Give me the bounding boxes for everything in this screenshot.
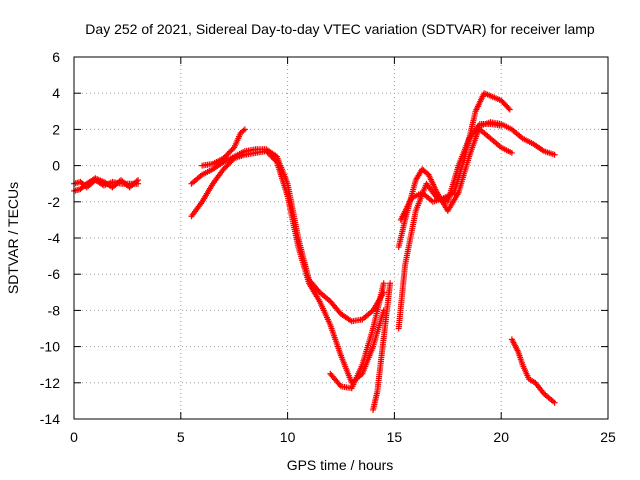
series-arc-3b bbox=[199, 126, 248, 169]
data-point bbox=[223, 163, 230, 170]
x-tick-label: 15 bbox=[387, 429, 403, 445]
y-tick-label: -14 bbox=[40, 411, 60, 427]
data-point bbox=[506, 106, 513, 113]
y-tick-label: -12 bbox=[40, 375, 60, 391]
data-point bbox=[227, 159, 234, 166]
y-axis-label: SDTVAR / TECUs bbox=[5, 182, 21, 294]
y-tick-label: 4 bbox=[52, 85, 60, 101]
data-point bbox=[551, 151, 558, 158]
series-arc-3c bbox=[327, 280, 387, 392]
data-point bbox=[387, 280, 394, 287]
data-point bbox=[271, 156, 278, 163]
y-tick-label: 2 bbox=[52, 121, 60, 137]
x-tick-label: 5 bbox=[177, 429, 185, 445]
y-tick-label: -8 bbox=[48, 302, 61, 318]
x-tick-label: 0 bbox=[70, 429, 78, 445]
y-tick-label: -10 bbox=[40, 339, 60, 355]
data-point bbox=[551, 399, 558, 406]
data-point bbox=[135, 177, 142, 184]
data-point bbox=[264, 149, 271, 156]
y-tick-label: -4 bbox=[48, 230, 61, 246]
data-point bbox=[225, 160, 232, 167]
data-point bbox=[267, 152, 274, 159]
data-point bbox=[220, 166, 227, 173]
series-arc-3d bbox=[370, 280, 394, 413]
data-point bbox=[221, 164, 228, 171]
series-arc-7 bbox=[508, 336, 558, 406]
series-arc-6 bbox=[397, 90, 513, 223]
series-arc-6b bbox=[476, 126, 515, 156]
chart-title: Day 252 of 2021, Sidereal Day-to-day VTE… bbox=[85, 21, 595, 37]
data-point bbox=[221, 154, 228, 161]
data-point bbox=[229, 145, 236, 152]
data-point bbox=[268, 153, 275, 160]
y-tick-label: 6 bbox=[52, 49, 60, 65]
x-axis-label: GPS time / hours bbox=[287, 457, 394, 473]
x-tick-label: 10 bbox=[280, 429, 296, 445]
grid bbox=[74, 57, 608, 419]
data-point bbox=[224, 151, 231, 158]
data-point bbox=[263, 148, 270, 155]
data-point bbox=[508, 149, 515, 156]
data-point bbox=[241, 126, 248, 133]
data-point bbox=[228, 147, 235, 154]
y-tick-label: -6 bbox=[48, 266, 61, 282]
y-tick-label: -2 bbox=[48, 194, 61, 210]
series-arc-5 bbox=[395, 119, 558, 251]
data-point bbox=[223, 152, 230, 159]
data-point bbox=[227, 148, 234, 155]
data-point bbox=[380, 280, 387, 287]
plot-border bbox=[73, 56, 609, 420]
data-point bbox=[269, 154, 276, 161]
y-tick-label: 0 bbox=[52, 158, 60, 174]
data-point bbox=[225, 149, 232, 156]
x-tick-label: 20 bbox=[493, 429, 509, 445]
data-point bbox=[272, 157, 279, 164]
x-tick-label: 25 bbox=[600, 429, 616, 445]
data-point bbox=[229, 156, 236, 163]
data-point bbox=[228, 158, 235, 165]
data-point bbox=[220, 155, 227, 162]
data-points bbox=[71, 90, 558, 413]
data-point bbox=[265, 150, 272, 157]
data-point bbox=[505, 105, 512, 112]
data-point bbox=[224, 162, 231, 169]
